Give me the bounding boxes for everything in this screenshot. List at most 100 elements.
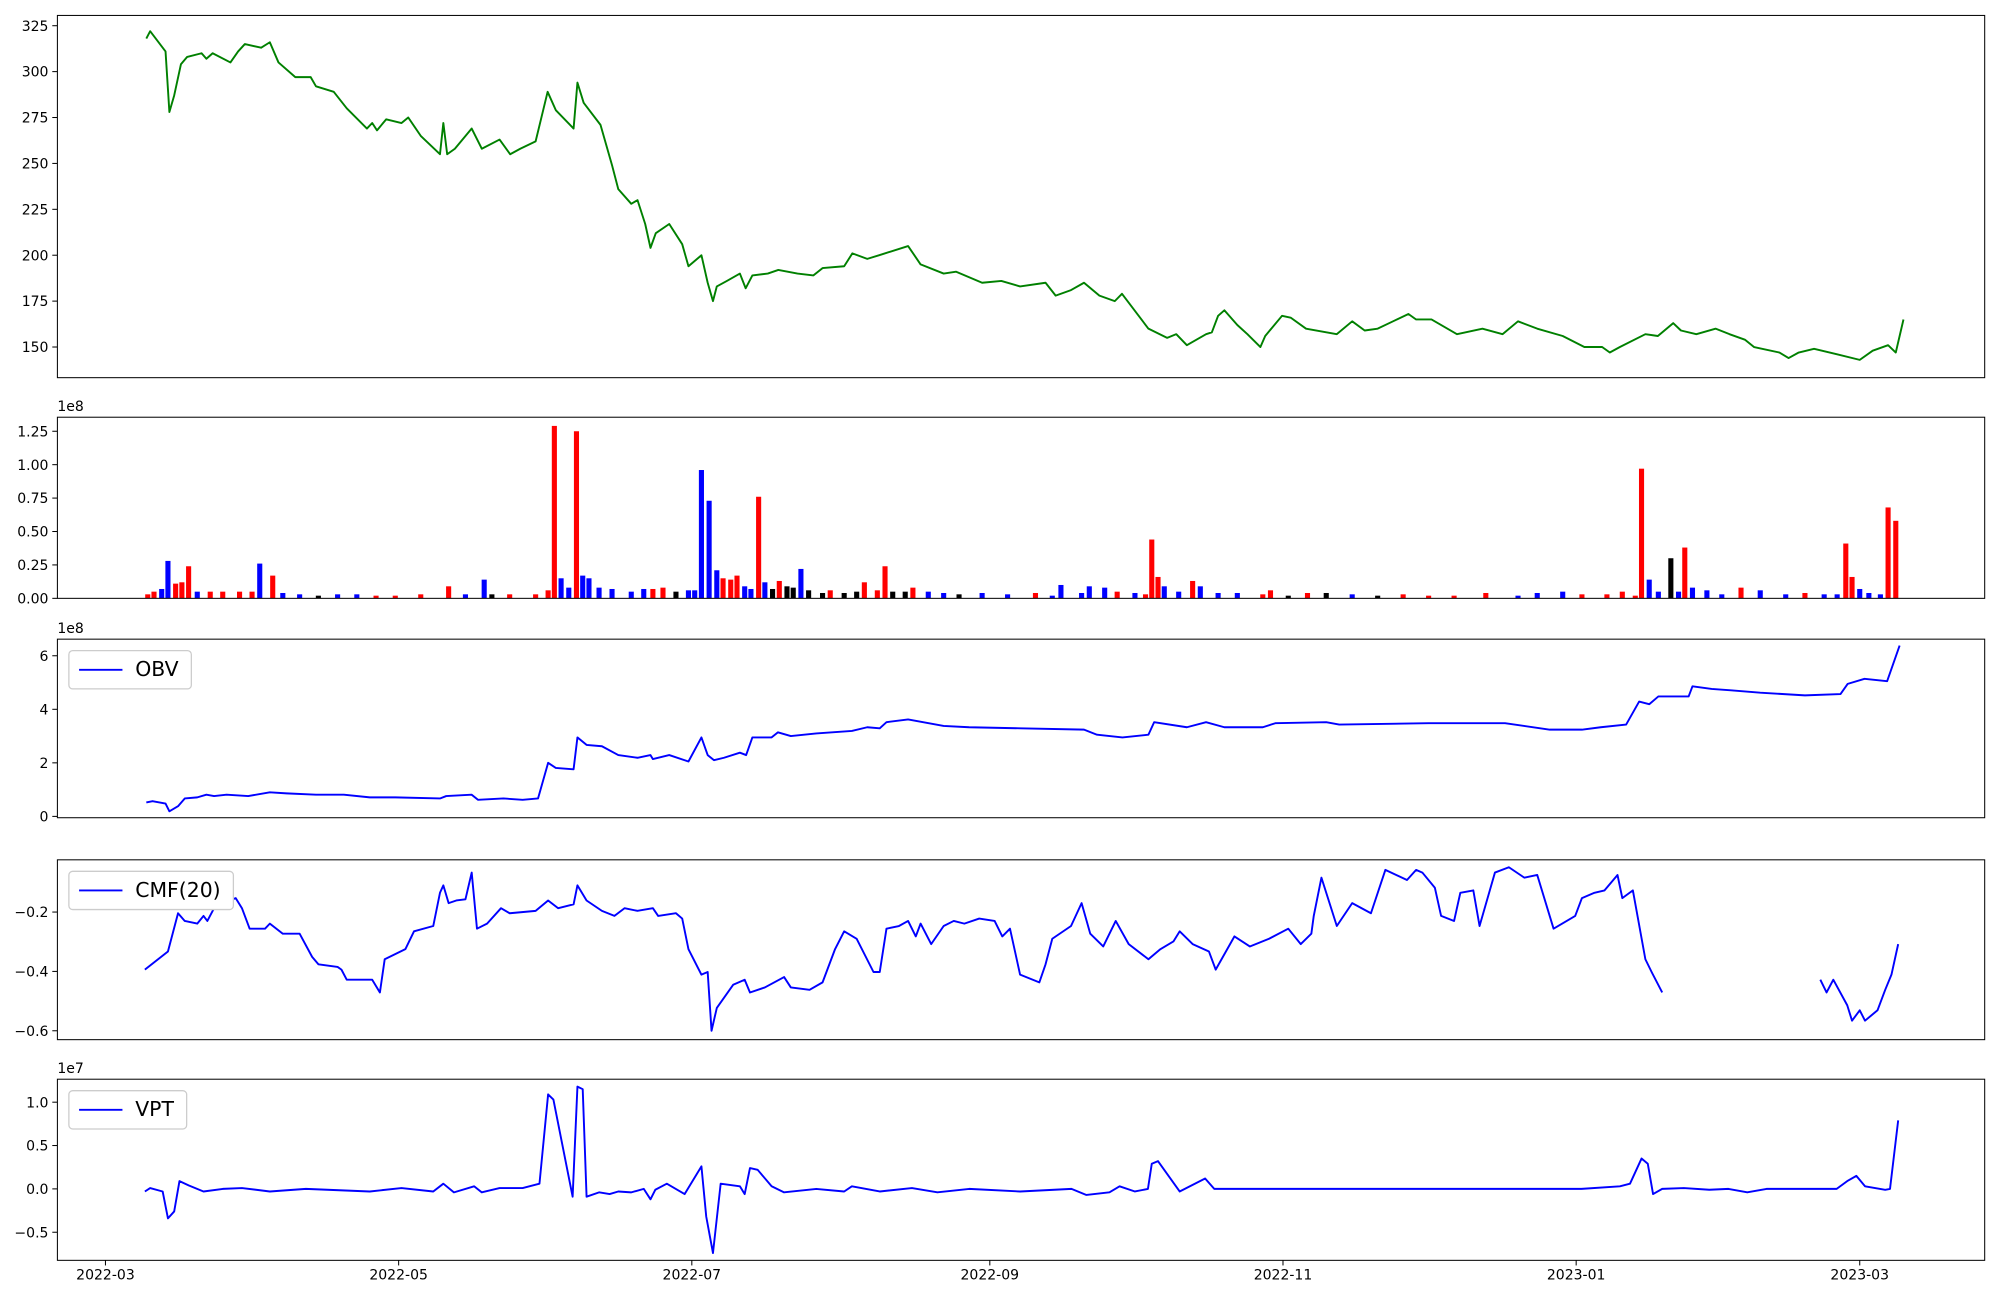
volume-bar — [335, 594, 341, 599]
volume-bar — [580, 575, 586, 599]
volume-bar — [790, 587, 796, 599]
volume-bar — [165, 560, 171, 599]
volume-bar — [558, 578, 564, 599]
volume-bar — [1375, 595, 1381, 599]
volume-bar — [979, 592, 985, 599]
volume-bar — [1086, 586, 1092, 599]
y-tick-label: −0.6 — [14, 1024, 48, 1040]
volume-bar — [1483, 592, 1489, 599]
y-tick-label: 4 — [40, 702, 49, 718]
volume-bar — [159, 588, 165, 599]
y-tick-label: 1.0 — [26, 1095, 48, 1111]
volume-bar — [882, 566, 888, 599]
volume-bar — [179, 582, 185, 599]
y-tick-label: −0.2 — [14, 905, 48, 921]
volume-bar — [650, 588, 656, 599]
volume-bar — [673, 591, 679, 599]
volume-bar — [1843, 543, 1849, 599]
volume-bar — [418, 594, 424, 599]
volume-bar — [776, 580, 782, 599]
volume-bar — [1215, 592, 1221, 599]
legend-box — [68, 870, 235, 911]
volume-bar — [784, 586, 790, 599]
volume-bar — [742, 586, 748, 599]
volume-bar — [270, 575, 276, 599]
volume-bar — [1176, 591, 1182, 599]
volume-bar — [1857, 588, 1863, 599]
volume-bar — [1534, 592, 1540, 599]
x-tick-label: 2022-05 — [369, 1267, 428, 1283]
volume-bar — [1032, 592, 1039, 599]
axes-frame — [56, 1078, 1986, 1261]
volume-bar — [861, 582, 867, 599]
axes-frame — [56, 416, 1986, 599]
volume-bar — [819, 592, 826, 599]
volume-bar — [1426, 595, 1432, 599]
volume-bar — [1132, 592, 1138, 599]
volume-bar — [1682, 547, 1688, 599]
volume-bar — [762, 582, 768, 599]
volume-bar — [1719, 594, 1725, 599]
volume-bar — [1349, 594, 1355, 599]
volume-bar — [1260, 594, 1266, 599]
volume-bar — [354, 594, 360, 599]
volume-bar — [1675, 591, 1682, 599]
y-tick-label: 300 — [22, 65, 49, 81]
y-offset-label: 1e7 — [57, 1061, 83, 1077]
volume-bar — [1655, 591, 1661, 599]
volume-bar — [1738, 587, 1744, 599]
axes-frame — [56, 14, 1986, 379]
volume-bar — [1079, 592, 1085, 599]
volume-bar — [890, 591, 896, 599]
y-offset-label: 1e8 — [57, 621, 83, 637]
volume-bar — [1821, 594, 1827, 599]
volume-bar — [1304, 592, 1311, 599]
volume-bar — [392, 595, 398, 599]
volume-bar — [827, 590, 833, 599]
volume-bar — [1142, 594, 1149, 599]
y-tick-label: 225 — [22, 202, 49, 218]
volume-bar — [841, 592, 847, 599]
volume-bar — [481, 579, 487, 599]
x-tick-label: 2022-07 — [663, 1267, 722, 1283]
volume-bar — [770, 588, 776, 599]
axes-frame — [56, 638, 1986, 819]
volume-bar — [586, 578, 592, 599]
volume-bar — [315, 595, 321, 599]
legend-label: OBV — [135, 657, 178, 681]
volume-bar — [220, 591, 226, 599]
volume-bar — [151, 591, 157, 599]
volume-bar — [1885, 507, 1891, 599]
y-tick-label: 1.25 — [17, 424, 48, 440]
volume-bar — [1155, 576, 1161, 599]
y-tick-label: 0.5 — [26, 1139, 48, 1155]
volume-bar — [720, 578, 726, 599]
y-tick-label: 0.50 — [17, 525, 48, 541]
volume-bar — [1058, 584, 1064, 599]
volume-bar — [692, 590, 698, 599]
volume-bar — [186, 566, 192, 599]
y-tick-label: 0.75 — [17, 491, 48, 507]
y-tick-label: 6 — [40, 649, 49, 665]
data-line — [144, 866, 1900, 1032]
volume-bar — [902, 591, 908, 599]
volume-bar — [1515, 595, 1521, 599]
volume-bar — [489, 594, 495, 599]
volume-bar — [551, 425, 557, 599]
volume-bar — [756, 496, 762, 599]
volume-bar — [207, 591, 213, 599]
volume-bar — [628, 591, 634, 599]
volume-bar — [798, 568, 804, 599]
volume-bar — [641, 588, 647, 599]
volume-bar — [1323, 592, 1329, 599]
volume-bar — [462, 594, 468, 599]
volume-bar — [145, 594, 151, 599]
y-tick-label: −0.5 — [14, 1225, 48, 1241]
y-tick-label: 2 — [40, 756, 49, 772]
y-tick-label: 250 — [22, 157, 49, 173]
x-tick-label: 2023-03 — [1830, 1267, 1889, 1283]
volume-bar — [1560, 591, 1566, 599]
volume-bar — [373, 595, 379, 599]
